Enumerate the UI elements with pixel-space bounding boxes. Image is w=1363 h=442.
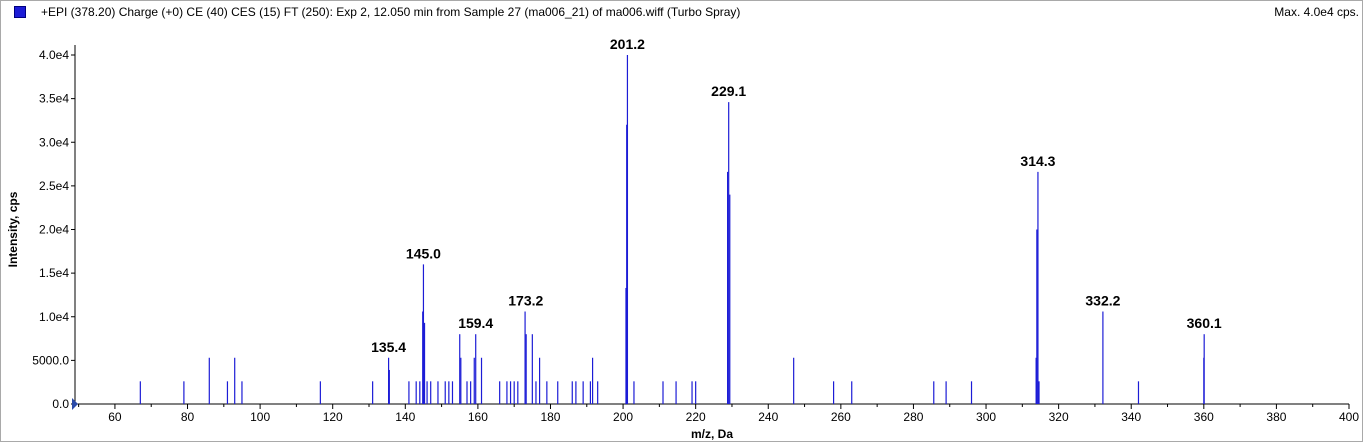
y-tick-label: 5000.0 bbox=[32, 353, 69, 367]
y-tick-label: 0.0 bbox=[52, 397, 69, 411]
y-tick-label: 1.5e4 bbox=[39, 266, 69, 280]
x-tick-label: 160 bbox=[468, 410, 488, 424]
x-tick-label: 320 bbox=[1049, 410, 1069, 424]
x-axis-title: m/z, Da bbox=[691, 427, 733, 441]
x-tick-label: 340 bbox=[1121, 410, 1141, 424]
y-tick-label: 2.0e4 bbox=[39, 223, 69, 237]
peak-label: 159.4 bbox=[458, 315, 493, 331]
y-tick-label: 2.5e4 bbox=[39, 179, 69, 193]
x-tick-label: 380 bbox=[1266, 410, 1286, 424]
x-tick-label: 180 bbox=[540, 410, 560, 424]
x-axis-ticks: 60 80 100 120 140 160 180 200 220 240 260 280 300 320… bbox=[78, 404, 1359, 424]
x-tick-label: 140 bbox=[395, 410, 415, 424]
peak-label: 229.1 bbox=[711, 83, 746, 99]
peak-label: 314.3 bbox=[1020, 153, 1055, 169]
peak-labels: 135.4 145.0 159.4 173.2 201.2 229.1 314.3 332.2… bbox=[371, 36, 1222, 355]
x-tick-label: 80 bbox=[181, 410, 195, 424]
x-tick-label: 60 bbox=[108, 410, 122, 424]
y-tick-label: 3.5e4 bbox=[39, 92, 69, 106]
peak-label: 201.2 bbox=[610, 36, 645, 52]
peak-series bbox=[139, 55, 1205, 404]
y-tick-label: 3.0e4 bbox=[39, 135, 69, 149]
x-tick-label: 100 bbox=[250, 410, 270, 424]
x-tick-label: 360 bbox=[1194, 410, 1214, 424]
axis-origin-marker[interactable] bbox=[72, 398, 78, 410]
x-tick-label: 120 bbox=[323, 410, 343, 424]
x-tick-label: 200 bbox=[613, 410, 633, 424]
y-tick-label: 1.0e4 bbox=[39, 310, 69, 324]
x-tick-label: 280 bbox=[903, 410, 923, 424]
peak-label: 360.1 bbox=[1187, 315, 1222, 331]
chart-header: +EPI (378.20) Charge (+0) CE (40) CES (1… bbox=[0, 0, 1363, 24]
peak-label: 135.4 bbox=[371, 339, 406, 355]
y-axis-ticks: 0.0 5000.0 1.0e4 1.5e4 2.0e4 2.5e4 3.0e4 3.5e4 4… bbox=[32, 48, 75, 411]
x-tick-label: 240 bbox=[758, 410, 778, 424]
max-intensity-label: Max. 4.0e4 cps. bbox=[1274, 5, 1359, 19]
spectrum-title: +EPI (378.20) Charge (+0) CE (40) CES (1… bbox=[41, 5, 741, 19]
peak-label: 173.2 bbox=[508, 293, 543, 309]
axes bbox=[74, 45, 1349, 405]
y-axis-title: Intensity, cps bbox=[6, 191, 20, 267]
x-tick-label: 300 bbox=[976, 410, 996, 424]
x-tick-label: 400 bbox=[1339, 410, 1359, 424]
series-swatch bbox=[14, 6, 26, 18]
peak-label: 145.0 bbox=[406, 245, 441, 261]
peak-label: 332.2 bbox=[1085, 293, 1120, 309]
x-tick-label: 220 bbox=[686, 410, 706, 424]
y-tick-label: 4.0e4 bbox=[39, 48, 69, 62]
x-tick-label: 260 bbox=[831, 410, 851, 424]
